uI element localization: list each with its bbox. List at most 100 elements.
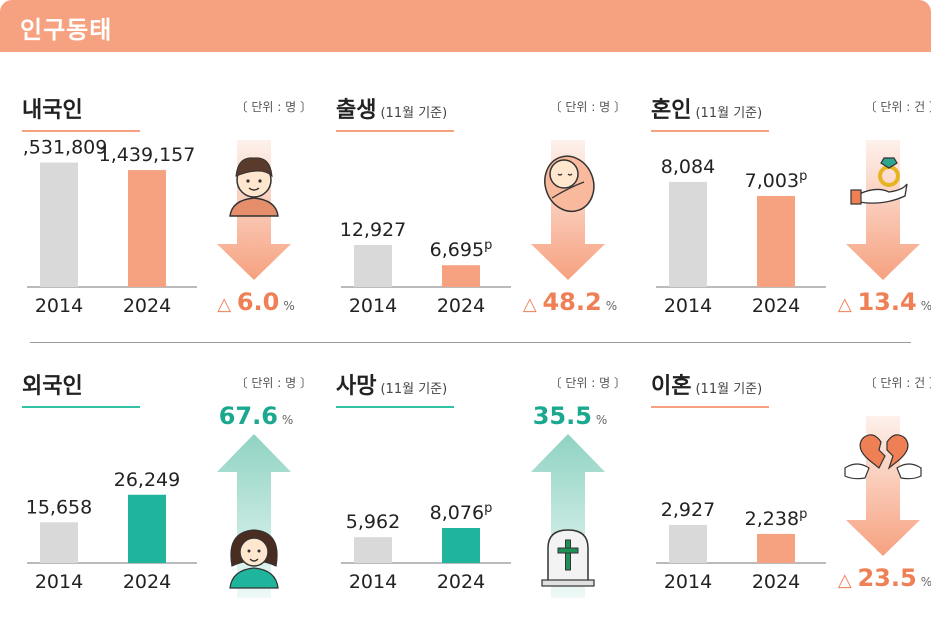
bar-chart: 2,927 2014 2,238p 2024 △ 23.5% bbox=[656, 416, 931, 593]
tombstone-icon bbox=[541, 529, 595, 587]
bar-2024 bbox=[128, 170, 166, 287]
panel-divorces: 2,927 2014 2,238p 2024 △ 23.5% 이혼 (11월 기준) 〔 단위… bbox=[651, 368, 931, 628]
title-underline bbox=[336, 406, 454, 408]
face-shape bbox=[549, 159, 579, 189]
value-label-2014: 1,531,809 bbox=[22, 137, 107, 159]
value-label-2024: 6,695p bbox=[430, 238, 493, 261]
bar-chart: 5,962 2014 8,076p 2024 35.5% bbox=[341, 402, 607, 598]
bar-2014 bbox=[354, 537, 392, 563]
base-shape bbox=[541, 579, 595, 587]
bar-2014 bbox=[669, 181, 707, 287]
shirt-shape bbox=[229, 567, 279, 589]
unit-label: 〔 단위 : 건 〕 bbox=[864, 376, 931, 390]
hand-left bbox=[844, 463, 870, 480]
page-title: 인구동태 bbox=[20, 16, 113, 44]
percent-change-label: △ 13.4% bbox=[838, 288, 931, 316]
arrow-down-icon bbox=[846, 140, 920, 280]
panel-title-group: 사망 (11월 기준) bbox=[336, 368, 447, 400]
bar-chart: 1,531,809 2014 1,439,157 2024 △ 6.0% bbox=[22, 137, 295, 317]
sleeve-shape bbox=[850, 189, 862, 205]
heart-left bbox=[859, 434, 886, 469]
person-icon bbox=[229, 157, 279, 217]
bar-chart: 12,927 2014 6,695p 2024 △ 48.2% bbox=[340, 140, 617, 317]
eye-shape bbox=[567, 173, 573, 176]
panel-deaths: 5,962 2014 8,076p 2024 35.5% 사망 (11월 기준) 〔 단위 :… bbox=[336, 368, 626, 628]
x-tick-label: 2024 bbox=[752, 571, 800, 593]
arrow-down-icon bbox=[846, 416, 920, 556]
panel-marriages: 8,084 2014 7,003p 2024 △ 13.4% 혼인 (11월 기준) 〔 단위… bbox=[651, 92, 931, 352]
panel-title-group: 혼인 (11월 기준) bbox=[651, 92, 762, 124]
x-tick-label: 2014 bbox=[664, 571, 712, 593]
bar-2014 bbox=[669, 524, 707, 563]
x-tick-label: 2024 bbox=[437, 571, 485, 593]
panel-subtitle: (11월 기준) bbox=[380, 106, 448, 121]
face-shape bbox=[239, 537, 269, 567]
x-tick-label: 2014 bbox=[349, 571, 397, 593]
panel-title: 혼인 bbox=[651, 98, 692, 123]
percent-change-label: △ 48.2% bbox=[523, 288, 617, 316]
unit-label: 〔 단위 : 명 〕 bbox=[235, 376, 312, 390]
bar-2014 bbox=[40, 522, 78, 563]
percent-change-label: 67.6% bbox=[219, 402, 294, 430]
value-label-2024: 8,076p bbox=[430, 501, 493, 524]
bar-2024 bbox=[442, 528, 480, 563]
title-underline bbox=[22, 406, 140, 408]
eye-shape bbox=[246, 179, 250, 183]
hand-right bbox=[896, 463, 922, 480]
panel-foreigners: 15,658 2014 26,249 2024 67.6% 외국인 〔 단위 : 명 〕 bbox=[22, 368, 312, 628]
panel-subtitle: (11월 기준) bbox=[695, 106, 763, 121]
percent-change-label: △ 6.0% bbox=[217, 288, 295, 316]
mouth-shape bbox=[249, 558, 259, 562]
bar-2024 bbox=[757, 533, 795, 563]
x-tick-label: 2024 bbox=[752, 295, 800, 317]
unit-label: 〔 단위 : 건 〕 bbox=[864, 100, 931, 114]
title-underline bbox=[336, 130, 454, 132]
x-tick-label: 2014 bbox=[35, 295, 83, 317]
unit-label: 〔 단위 : 명 〕 bbox=[549, 100, 626, 114]
x-tick-label: 2014 bbox=[664, 295, 712, 317]
value-label-2014: 12,927 bbox=[340, 219, 406, 241]
x-tick-label: 2024 bbox=[123, 295, 171, 317]
fold-line bbox=[551, 181, 585, 199]
value-label-2014: 15,658 bbox=[26, 496, 92, 518]
percent-change-label: △ 23.5% bbox=[838, 564, 931, 592]
panel-domestic: 1,531,809 2014 1,439,157 2024 △ 6.0% 내국인 〔 단위 … bbox=[22, 92, 312, 352]
panel-title-group: 내국인 bbox=[22, 92, 83, 124]
gem-shape bbox=[880, 157, 898, 169]
panel-title-group: 출생 (11월 기준) bbox=[336, 92, 447, 124]
header-bar: 인구동태 bbox=[0, 0, 931, 52]
panel-title: 외국인 bbox=[22, 374, 83, 399]
panel-title: 내국인 bbox=[22, 98, 83, 123]
value-label-2024: 26,249 bbox=[114, 469, 180, 491]
panel-title: 출생 bbox=[336, 98, 377, 123]
ring-icon bbox=[850, 157, 908, 205]
hair-shape bbox=[235, 157, 273, 178]
panel-subtitle: (11월 기준) bbox=[380, 382, 448, 397]
baby-icon bbox=[544, 155, 595, 213]
unit-label: 〔 단위 : 명 〕 bbox=[235, 100, 312, 114]
bar-2024 bbox=[128, 494, 166, 563]
bar-chart: 8,084 2014 7,003p 2024 △ 13.4% bbox=[656, 140, 931, 317]
bar-2014 bbox=[354, 244, 392, 287]
value-label-2014: 8,084 bbox=[661, 156, 715, 178]
panel-title: 사망 bbox=[336, 374, 377, 399]
cross-horizontal bbox=[557, 547, 579, 554]
shirt-shape bbox=[229, 197, 279, 217]
section-divider bbox=[30, 342, 911, 343]
value-label-2014: 5,962 bbox=[346, 511, 400, 533]
eye-shape bbox=[557, 173, 563, 176]
title-underline bbox=[651, 130, 769, 132]
panel-births: 12,927 2014 6,695p 2024 △ 48.2% 출생 (11월 기준) 〔 단… bbox=[336, 92, 626, 352]
mouth-shape bbox=[248, 187, 260, 191]
arrow-up-icon bbox=[531, 434, 605, 598]
panel-subtitle: (11월 기준) bbox=[695, 382, 763, 397]
value-label-2024: 1,439,157 bbox=[99, 144, 196, 166]
value-label-2024: 2,238p bbox=[745, 507, 808, 530]
unit-label: 〔 단위 : 명 〕 bbox=[549, 376, 626, 390]
eye-shape bbox=[247, 549, 251, 553]
x-tick-label: 2014 bbox=[349, 295, 397, 317]
x-tick-label: 2024 bbox=[123, 571, 171, 593]
bar-2024 bbox=[442, 265, 480, 287]
panel-title: 이혼 bbox=[651, 374, 692, 399]
hand-shape bbox=[858, 183, 908, 204]
